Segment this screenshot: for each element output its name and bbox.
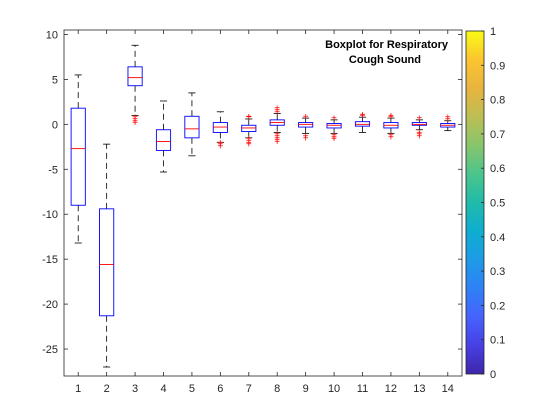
box-2 xyxy=(99,143,115,368)
outlier-marker: + xyxy=(217,140,223,151)
colorbar-tick-label: 0.5 xyxy=(490,198,505,210)
x-tick-label: 10 xyxy=(328,383,340,395)
box-12: ++++ xyxy=(383,111,399,143)
x-tick-label: 3 xyxy=(132,383,138,395)
colorbar-tick-label: 0 xyxy=(490,369,496,381)
outlier-marker: + xyxy=(360,111,366,122)
box-14: ++ xyxy=(440,113,456,132)
colorbar-tick-label: 0.1 xyxy=(490,335,505,347)
outlier-marker: + xyxy=(331,114,337,125)
outlier-marker: + xyxy=(132,116,138,127)
colorbar-tick-label: 0.8 xyxy=(490,95,505,107)
outlier-marker: + xyxy=(274,133,280,144)
box-8: ++++++++ xyxy=(269,104,285,148)
outlier-marker: + xyxy=(331,134,337,145)
y-tick-label: 0 xyxy=(52,119,58,131)
box-1 xyxy=(70,74,86,244)
outlier-marker: + xyxy=(388,111,394,122)
y-tick-label: 10 xyxy=(46,29,58,41)
outlier-marker: + xyxy=(217,138,223,149)
colorbar-tick-label: 0.4 xyxy=(490,232,505,244)
outlier-marker: + xyxy=(274,135,280,146)
outlier-marker: + xyxy=(246,140,252,151)
x-tick-label: 11 xyxy=(357,383,368,395)
y-tick-label: -25 xyxy=(42,344,58,356)
x-tick-label: 6 xyxy=(217,383,223,395)
outlier-marker: + xyxy=(274,132,280,143)
y-tick-label: -10 xyxy=(42,209,58,221)
x-tick-label: 5 xyxy=(189,383,195,395)
outlier-marker: + xyxy=(132,113,138,124)
outlier-marker: + xyxy=(388,131,394,142)
chart-title-line-1: Boxplot for Respiratory xyxy=(325,39,449,51)
colorbar-tick-label: 1 xyxy=(490,26,496,38)
outlier-marker: + xyxy=(274,105,280,116)
outlier-marker: + xyxy=(445,114,451,125)
outlier-marker: + xyxy=(274,130,280,141)
outlier-marker: + xyxy=(303,112,309,123)
x-tick-label: 8 xyxy=(274,383,280,395)
outlier-marker: + xyxy=(331,132,337,143)
outlier-marker: + xyxy=(274,137,280,148)
box-11: ++ xyxy=(354,110,371,133)
chart-title-line-2: Cough Sound xyxy=(349,54,421,66)
iqr-box xyxy=(155,129,172,151)
outlier-marker: + xyxy=(274,104,280,115)
x-tick-label: 14 xyxy=(442,383,454,395)
x-tick-label: 13 xyxy=(413,383,425,395)
box-13: ++++ xyxy=(411,114,427,143)
box-4 xyxy=(155,100,172,173)
iqr-box xyxy=(70,107,86,206)
outlier-marker: + xyxy=(445,113,451,124)
x-tick-label: 1 xyxy=(75,383,81,395)
y-tick-label: 5 xyxy=(52,74,58,86)
outlier-marker: + xyxy=(388,112,394,123)
outlier-marker: + xyxy=(331,131,337,142)
outlier-marker: + xyxy=(416,128,422,139)
x-tick-label: 7 xyxy=(246,383,252,395)
box-9: +++ xyxy=(298,112,314,144)
box-10: ++++ xyxy=(326,114,342,145)
outlier-marker: + xyxy=(246,112,252,123)
outlier-marker: + xyxy=(246,136,252,147)
outlier-marker: + xyxy=(416,114,422,125)
axes-frame xyxy=(63,29,463,377)
box-7: ++++++ xyxy=(241,112,257,151)
colorbar-tick-label: 0.9 xyxy=(490,60,505,72)
outlier-marker: + xyxy=(132,118,138,129)
outlier-marker: + xyxy=(360,110,366,121)
x-tick-label: 2 xyxy=(104,383,110,395)
outlier-marker: + xyxy=(416,132,422,143)
y-tick-label: -15 xyxy=(42,254,58,266)
iqr-box xyxy=(127,66,143,87)
outlier-marker: + xyxy=(303,132,309,143)
outlier-marker: + xyxy=(246,113,252,124)
colorbar-tick-label: 0.2 xyxy=(490,300,505,312)
y-tick-label: -5 xyxy=(48,164,58,176)
colorbar-tick-label: 0.3 xyxy=(490,266,505,278)
outlier-marker: + xyxy=(388,132,394,143)
outlier-marker: + xyxy=(246,134,252,145)
colorbar-tick-label: 0.7 xyxy=(490,129,505,141)
box-6: +++ xyxy=(212,111,228,152)
x-tick-label: 9 xyxy=(303,383,309,395)
outlier-marker: + xyxy=(246,138,252,149)
box-5 xyxy=(184,92,200,157)
outlier-marker: + xyxy=(303,133,309,144)
y-tick-label: -20 xyxy=(42,299,58,311)
iqr-box xyxy=(184,115,200,139)
x-tick-label: 12 xyxy=(385,383,397,395)
colorbar: 1 0.9 0.8 0.7 0.6 0.5 0.4 0.3 0.2 0.1 0 xyxy=(465,26,505,381)
outlier-marker: + xyxy=(274,107,280,118)
box-3: ++++ xyxy=(127,44,143,129)
outlier-marker: + xyxy=(217,141,223,152)
outlier-marker: + xyxy=(132,114,138,125)
colorbar-tick-label: 0.6 xyxy=(490,163,505,175)
iqr-box xyxy=(99,208,115,317)
outlier-marker: + xyxy=(416,130,422,141)
x-tick-label: 4 xyxy=(160,383,166,395)
